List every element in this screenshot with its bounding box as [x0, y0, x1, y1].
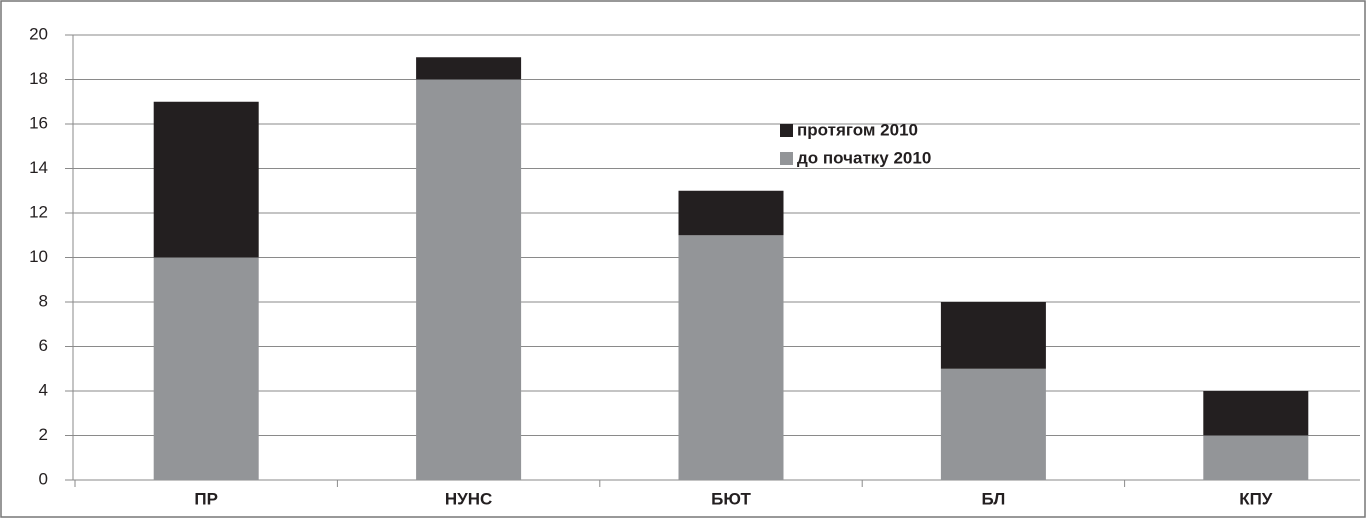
bar [416, 79, 522, 480]
legend-label: до початку 2010 [797, 148, 931, 167]
y-tick-label: 16 [29, 113, 48, 132]
bar [153, 101, 259, 258]
x-tick-label: БЛ [982, 489, 1006, 508]
bar [1203, 391, 1309, 436]
y-tick-label: 0 [39, 469, 48, 488]
legend-swatch [780, 152, 793, 165]
bar [940, 368, 1046, 480]
x-tick-label: КПУ [1239, 489, 1273, 508]
x-tick-label: ПР [194, 489, 218, 508]
y-tick-label: 6 [39, 336, 48, 355]
bar [678, 190, 784, 236]
bar [940, 302, 1046, 369]
y-tick-label: 8 [39, 291, 48, 310]
y-tick-label: 14 [29, 158, 48, 177]
y-tick-label: 20 [29, 24, 48, 43]
x-tick-label: БЮТ [711, 489, 751, 508]
x-tick-label: НУНС [445, 489, 492, 508]
y-tick-label: 18 [29, 69, 48, 88]
bar [1203, 435, 1309, 480]
y-tick-label: 2 [39, 425, 48, 444]
bar [678, 235, 784, 480]
bar [416, 57, 522, 80]
bar [153, 257, 259, 480]
legend-label: протягом 2010 [797, 120, 918, 139]
legend-swatch [780, 124, 793, 137]
y-tick-label: 4 [39, 380, 48, 399]
y-tick-label: 12 [29, 202, 48, 221]
y-tick-label: 10 [29, 247, 48, 266]
